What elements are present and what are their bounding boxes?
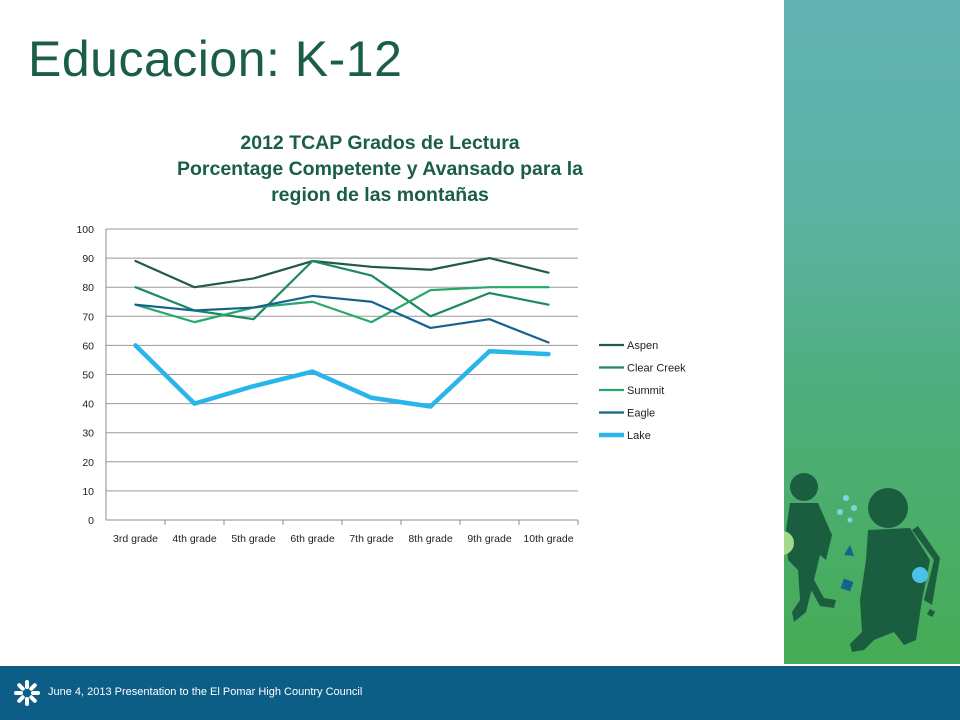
- y-tick-label: 80: [82, 282, 94, 294]
- x-tick-label: 6th grade: [290, 533, 335, 545]
- decorative-side-panel: [764, 0, 960, 664]
- x-tick-label: 9th grade: [467, 533, 512, 545]
- chart-title-line-1: 2012 TCAP Grados de Lectura: [240, 132, 520, 154]
- footer-bar: June 4, 2013 Presentation to the El Poma…: [0, 664, 960, 720]
- legend-entry: Aspen: [627, 340, 658, 352]
- x-tick-label: 3rd grade: [113, 533, 158, 545]
- children-walking-illustration: [764, 473, 940, 652]
- y-tick-label: 70: [82, 311, 94, 323]
- y-tick-label: 30: [82, 428, 94, 440]
- line-chart: 0 10 20 30 40 50 60 70 80 90 100 3rd grade 4th grad…: [76, 224, 686, 545]
- y-tick-label: 0: [88, 515, 94, 527]
- sunburst-icon: [14, 680, 40, 706]
- series-line-clear-creek: [134, 259, 550, 321]
- series-line-lake: [133, 343, 551, 409]
- legend-entry: Clear Creek: [627, 363, 686, 375]
- y-tick-label: 20: [82, 457, 94, 469]
- series-line-eagle: [134, 294, 550, 344]
- chart-gridlines: [106, 228, 578, 521]
- legend-entry: Eagle: [627, 408, 655, 420]
- y-tick-label: 60: [82, 340, 94, 352]
- footer-text: June 4, 2013 Presentation to the El Poma…: [48, 686, 363, 698]
- chart-title-line-2: Porcentage Competente y Avansado para la: [176, 158, 583, 180]
- series-line-aspen: [134, 257, 550, 289]
- x-tick-label: 5th grade: [231, 533, 276, 545]
- y-tick-label: 40: [82, 399, 94, 411]
- y-tick-label: 50: [82, 370, 94, 382]
- x-tick-label: 7th grade: [349, 533, 394, 545]
- series-line-summit: [134, 286, 550, 324]
- chart-title-line-3: region de las montañas: [271, 184, 489, 206]
- slide-title: Educacion: K-12: [28, 31, 403, 87]
- y-tick-label: 90: [82, 253, 94, 265]
- y-tick-label: 10: [82, 486, 94, 498]
- x-tick-label: 8th grade: [408, 533, 453, 545]
- chart-title: 2012 TCAP Grados de Lectura Porcentage C…: [60, 130, 700, 208]
- chart-series: [133, 257, 551, 409]
- x-axis: 3rd grade 4th grade 5th grade 6th grade 7th …: [113, 520, 579, 545]
- x-tick-label: 4th grade: [172, 533, 217, 545]
- chart-legend: Aspen Clear Creek Summit Eagle Lake: [599, 340, 686, 442]
- y-axis: 0 10 20 30 40 50 60 70 80 90 100: [76, 224, 107, 527]
- y-tick-label: 100: [76, 224, 94, 236]
- x-tick-label: 10th grade: [523, 533, 573, 545]
- legend-entry: Summit: [627, 385, 664, 397]
- legend-entry: Lake: [627, 430, 651, 442]
